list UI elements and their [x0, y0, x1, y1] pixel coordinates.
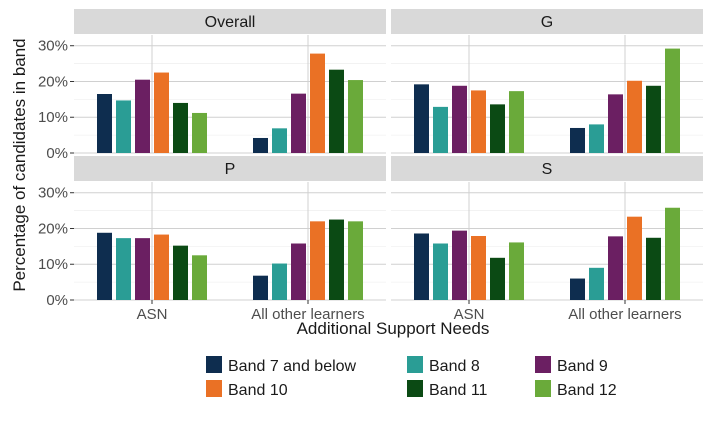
- bar-band-10: [627, 80, 642, 153]
- legend-label: Band 11: [429, 382, 488, 399]
- bar-band-11: [490, 257, 505, 300]
- bar-band-12: [509, 242, 524, 300]
- bar-band-12: [509, 91, 524, 153]
- facet-strip: [74, 9, 386, 34]
- legend-item: Band 8: [407, 356, 480, 375]
- bar-band-9: [452, 85, 467, 153]
- bar-band-7-and-below: [97, 94, 112, 153]
- bar-band-7-and-below: [253, 275, 268, 300]
- panel-overall: Overall 0% 10% 20% 30%: [38, 9, 386, 162]
- y-tick-label: 10%: [38, 109, 68, 126]
- bar-band-10: [310, 221, 325, 300]
- bar-band-8: [589, 267, 604, 300]
- x-tick-label: ASN: [454, 306, 485, 323]
- legend-item: Band 9: [535, 356, 608, 375]
- legend-item: Band 7 and below: [206, 356, 357, 375]
- y-tick-label: 20%: [38, 73, 68, 90]
- legend-item: Band 11: [407, 380, 488, 399]
- bar-band-9: [608, 236, 623, 300]
- bar-band-9: [135, 238, 150, 300]
- bar-band-11: [490, 104, 505, 153]
- legend-label: Band 9: [557, 358, 608, 375]
- bar-band-11: [329, 69, 344, 153]
- legend-swatch: [206, 380, 222, 397]
- y-tick-label: 20%: [38, 220, 68, 237]
- legend-swatch: [535, 380, 551, 397]
- x-axis-label: Additional Support Needs: [297, 319, 490, 338]
- bar-band-9: [135, 79, 150, 153]
- bar-band-11: [329, 219, 344, 300]
- y-tick-label: 10%: [38, 256, 68, 273]
- bar-band-8: [589, 124, 604, 153]
- bar-band-12: [348, 221, 363, 300]
- bar-band-7-and-below: [414, 233, 429, 300]
- facet-title: P: [225, 161, 236, 178]
- bar-band-8: [116, 238, 131, 300]
- legend-swatch: [407, 356, 423, 373]
- y-axis-label: Percentage of candidates in band: [10, 38, 29, 291]
- bar-band-10: [627, 216, 642, 300]
- bar-band-10: [471, 90, 486, 153]
- bar-band-8: [433, 106, 448, 153]
- bar-band-9: [608, 94, 623, 153]
- bar-band-7-and-below: [570, 278, 585, 300]
- y-tick-label: 30%: [38, 185, 68, 202]
- bar-band-12: [665, 48, 680, 154]
- legend-label: Band 10: [228, 382, 288, 399]
- bar-band-11: [173, 245, 188, 300]
- legend-label: Band 12: [557, 382, 617, 399]
- bar-band-10: [154, 234, 169, 300]
- bar-band-8: [272, 263, 287, 300]
- bar-band-8: [272, 128, 287, 153]
- facet-strip: [391, 156, 703, 181]
- legend-swatch: [407, 380, 423, 397]
- bar-band-9: [291, 243, 306, 300]
- x-tick-label: ASN: [137, 306, 168, 323]
- bar-band-11: [173, 102, 188, 153]
- legend-label: Band 7 and below: [228, 358, 357, 375]
- legend-item: Band 10: [206, 380, 288, 399]
- y-tick-label: 0%: [46, 145, 68, 162]
- y-tick-label: 0%: [46, 292, 68, 309]
- legend-swatch: [535, 356, 551, 373]
- x-tick-label: All other learners: [568, 306, 681, 323]
- legend-item: Band 12: [535, 380, 617, 399]
- bar-band-8: [116, 100, 131, 153]
- bar-band-7-and-below: [414, 84, 429, 153]
- panel-g: G: [391, 9, 703, 154]
- x-tick-label: All other learners: [251, 306, 364, 323]
- bar-band-7-and-below: [97, 232, 112, 300]
- bar-band-9: [291, 93, 306, 153]
- bar-band-7-and-below: [570, 127, 585, 153]
- bar-band-12: [665, 207, 680, 300]
- bar-band-8: [433, 243, 448, 300]
- legend: Band 7 and below Band 8 Band 9 Band 10 Band …: [206, 356, 617, 399]
- bar-band-11: [646, 237, 661, 300]
- facet-title: S: [542, 161, 553, 178]
- y-tick-label: 30%: [38, 38, 68, 55]
- bar-band-9: [452, 230, 467, 300]
- chart-panels: Overall 0% 10% 20% 30% G P 0% 10% 20% 30% ASN All ot…: [38, 9, 703, 323]
- facet-strip: [74, 156, 386, 181]
- bar-band-10: [154, 72, 169, 153]
- facet-title: G: [541, 14, 553, 31]
- panel-p: P 0% 10% 20% 30% ASN All other learners: [38, 156, 386, 323]
- panel-s: S ASN All other learners: [391, 156, 703, 323]
- bar-band-12: [192, 112, 207, 153]
- bar-band-11: [646, 85, 661, 153]
- bar-band-10: [310, 53, 325, 153]
- bar-band-10: [471, 235, 486, 300]
- legend-swatch: [206, 356, 222, 373]
- bar-band-7-and-below: [253, 137, 268, 153]
- facet-strip: [391, 9, 703, 34]
- bar-band-12: [192, 255, 207, 300]
- legend-label: Band 8: [429, 358, 480, 375]
- facet-title: Overall: [205, 14, 256, 31]
- bar-band-12: [348, 80, 363, 153]
